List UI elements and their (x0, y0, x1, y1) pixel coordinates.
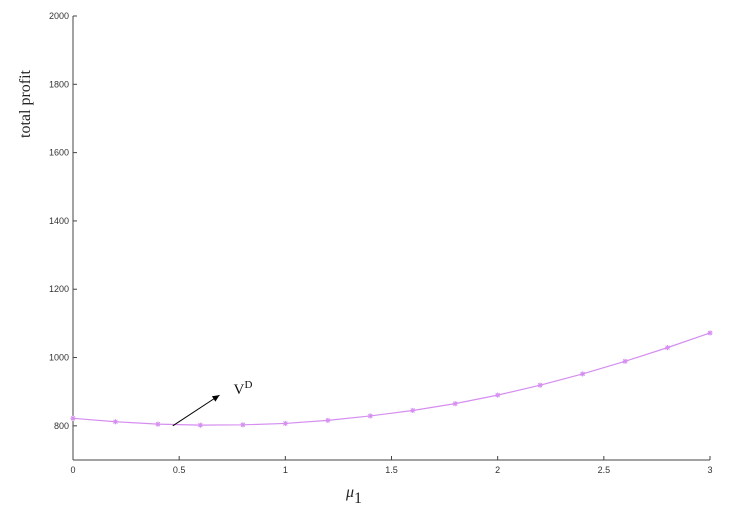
x-tick-label: 1.5 (385, 465, 398, 475)
y-tick-label: 2000 (49, 11, 69, 21)
x-axis-ticks: 0 0.5 1 1.5 2 2.5 3 (70, 456, 713, 475)
y-tick-label: 1400 (49, 216, 69, 226)
y-tick-label: 1000 (49, 353, 69, 363)
data-point (197, 422, 203, 428)
y-axis-title: total profit (17, 69, 34, 138)
data-point (367, 413, 373, 419)
data-point-stroke (580, 371, 585, 377)
x-tick-label: 3 (707, 465, 712, 475)
data-point-stroke (367, 413, 373, 419)
data-point-stroke (410, 408, 416, 413)
data-point (664, 345, 671, 351)
data-point (495, 392, 501, 398)
data-point-stroke (665, 345, 670, 350)
data-point-stroke (113, 419, 118, 425)
data-point (282, 420, 288, 427)
data-point (452, 401, 458, 407)
data-point (240, 422, 246, 428)
data-point-stroke (622, 358, 628, 364)
data-point-stroke (325, 418, 331, 423)
y-tick-label: 1200 (49, 284, 69, 294)
data-point-stroke (707, 330, 713, 336)
x-tick-label: 2 (495, 465, 500, 475)
x-tick-label: 2.5 (598, 465, 611, 475)
data-point-stroke (452, 401, 458, 406)
x-tick-label: 0.5 (173, 465, 186, 475)
x-axis-title: μ (345, 484, 354, 501)
data-point (410, 407, 416, 414)
annotation-label: V (234, 382, 245, 398)
data-point (112, 419, 119, 425)
data-point (325, 417, 331, 423)
x-axis-title-subscript: 1 (354, 490, 362, 507)
x-axis-title-symbol: μ (345, 484, 354, 501)
annotation-label-superscript: D (245, 379, 253, 391)
data-point-stroke (70, 416, 76, 421)
data-point-stroke (537, 382, 543, 388)
data-point (155, 421, 161, 427)
data-point-stroke (240, 422, 246, 428)
data-point-stroke (198, 422, 203, 428)
annotation-arrow-head (211, 395, 220, 402)
data-point-stroke (283, 421, 288, 426)
x-tick-label: 0 (70, 465, 75, 475)
data-point (580, 371, 586, 377)
y-tick-label: 1600 (49, 148, 69, 158)
series-line (72, 332, 711, 426)
y-tick-label: 800 (54, 421, 69, 431)
data-point-stroke (155, 421, 161, 427)
y-axis-ticks: 800 1000 1200 1400 1600 1800 2000 (49, 11, 77, 431)
y-tick-label: 1800 (49, 79, 69, 89)
data-point (707, 330, 713, 336)
series (70, 330, 713, 428)
data-point-stroke (495, 392, 500, 398)
data-point (70, 415, 76, 421)
x-tick-label: 1 (283, 465, 288, 475)
data-point (537, 382, 543, 388)
data-point (622, 358, 628, 364)
annotation-arrow-line (172, 394, 220, 427)
axes (72, 16, 710, 461)
